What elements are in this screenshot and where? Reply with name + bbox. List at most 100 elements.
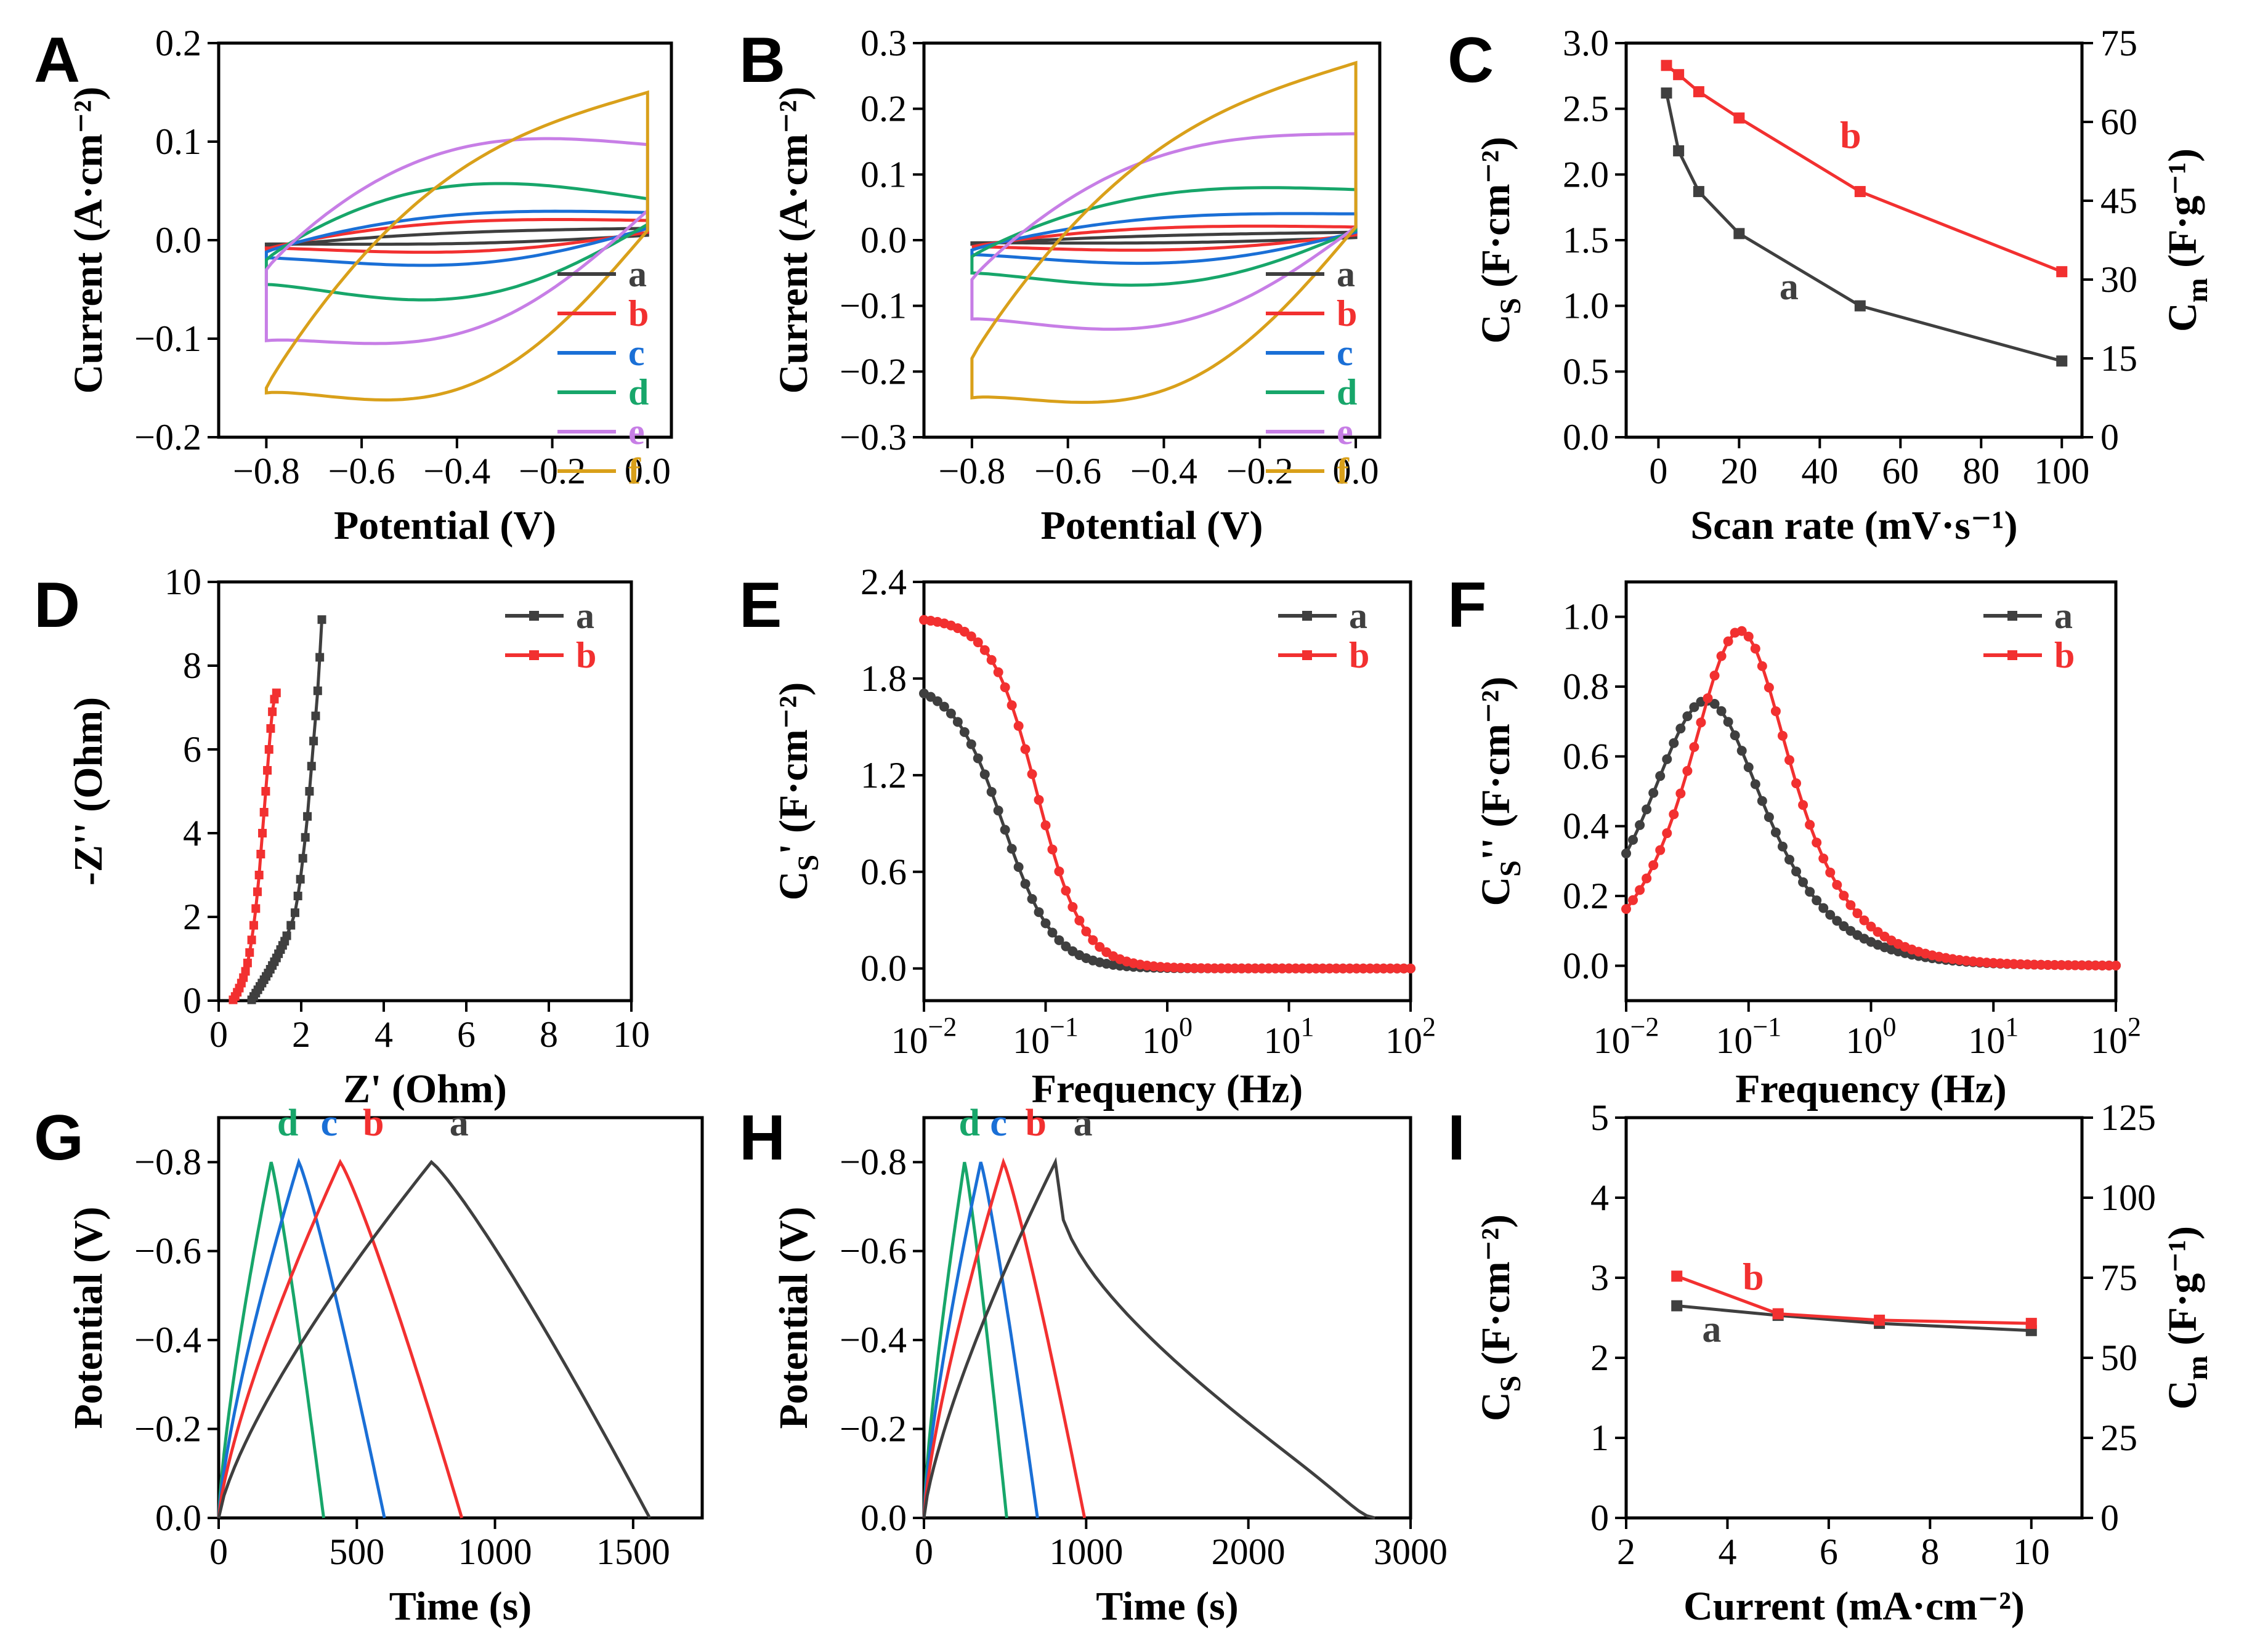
legend-label-b: b xyxy=(576,635,596,676)
legend-label-d: d xyxy=(628,372,649,413)
data-point-a xyxy=(313,686,322,695)
y-tick-label: 2 xyxy=(1590,1337,1609,1378)
data-point-b xyxy=(993,667,1003,677)
legend-label-a: a xyxy=(1349,595,1367,636)
panel-H: 0 1000 2000 3000 0.0 −0.2 −0.4 −0.6 −0.8 Time (s)… xyxy=(739,1102,1448,1629)
y-tick-label: 8 xyxy=(183,645,201,686)
y-axis-label: Current (A·cm⁻²) xyxy=(771,87,816,394)
data-point-b xyxy=(2043,959,2053,970)
y-tick-label: 0.6 xyxy=(861,852,907,892)
legend-label-d: d xyxy=(1337,372,1357,413)
data-point-a xyxy=(1854,300,1866,312)
y-tick-label: 3.0 xyxy=(1563,23,1609,63)
data-point-a xyxy=(939,701,949,712)
data-point-b xyxy=(1277,963,1287,974)
x-tick-label: 500 xyxy=(329,1531,384,1572)
legend-marker-b xyxy=(2007,650,2017,660)
data-point-a xyxy=(1723,717,1733,727)
x-tick-label: 10−1 xyxy=(1013,1012,1079,1061)
data-point-b xyxy=(2025,1318,2037,1329)
data-point-a xyxy=(1777,841,1788,852)
data-point-b xyxy=(1757,661,1767,671)
data-point-a xyxy=(315,653,325,662)
data-point-b xyxy=(1223,963,1233,974)
legend-marker-a xyxy=(529,611,539,621)
data-point-a xyxy=(1635,820,1645,830)
data-point-b xyxy=(266,724,275,733)
data-point-a xyxy=(290,908,299,918)
x-axis-label: Potential (V) xyxy=(334,503,556,548)
panel-G: 0 500 1000 1500 0.0 −0.2 −0.4 −0.6 −0.8 Time (s) P… xyxy=(34,1102,704,1629)
cv-curve-c xyxy=(970,212,1358,265)
data-point-b xyxy=(1764,682,1774,693)
data-point-a xyxy=(303,812,312,821)
y2-tick-label: 0 xyxy=(2100,417,2119,458)
legend-label-b: b xyxy=(1349,635,1369,676)
data-point-b xyxy=(1318,963,1328,974)
y-tick-label: 0.0 xyxy=(861,1498,907,1538)
x-tick-label: 4 xyxy=(1718,1531,1736,1572)
data-point-b xyxy=(1642,873,1652,884)
data-point-b xyxy=(1250,963,1260,974)
x-tick-label: 10 xyxy=(2013,1531,2050,1572)
data-point-b xyxy=(1723,636,1733,647)
data-point-a xyxy=(307,762,316,771)
data-point-b xyxy=(1703,693,1713,703)
data-point-b xyxy=(1081,926,1091,937)
y-tick-label: 0.2 xyxy=(1563,876,1609,916)
data-point-a xyxy=(1832,916,1842,926)
data-point-a xyxy=(1669,738,1679,748)
data-point-a xyxy=(1013,861,1024,872)
gcd-curve-d xyxy=(217,1161,325,1519)
data-point-a xyxy=(959,727,970,737)
y-tick-label: 0.5 xyxy=(1563,351,1609,392)
data-point-b xyxy=(243,958,252,967)
data-point-b xyxy=(1257,963,1267,974)
panel-A: −0.8 −0.6 −0.4 −0.2 0.0−0.2−0.10.00.10.2Pote… xyxy=(34,23,673,548)
data-point-a xyxy=(1764,812,1774,822)
y-axis-label: CS (F·cm⁻²) xyxy=(1473,137,1527,344)
annotation-d: d xyxy=(277,1102,298,1144)
data-point-b xyxy=(2090,960,2100,970)
x-axis-label: Frequency (Hz) xyxy=(1032,1067,1303,1111)
x-tick-label: 10−2 xyxy=(1594,1012,1659,1061)
x-tick-label: 10 xyxy=(613,1014,650,1055)
legend-label-a: a xyxy=(2054,595,2073,636)
data-point-a xyxy=(966,739,976,749)
data-point-a xyxy=(1791,866,1802,877)
data-point-a xyxy=(1730,730,1740,741)
x-tick-label: 100 xyxy=(2034,451,2089,491)
data-point-b xyxy=(241,967,250,976)
y-tick-label: 4 xyxy=(1590,1177,1609,1218)
x-axis-label: Frequency (Hz) xyxy=(1735,1067,2007,1111)
data-point-b xyxy=(1061,886,1071,896)
y-tick-label: 1.0 xyxy=(1563,597,1609,637)
data-point-a xyxy=(309,736,318,746)
y-tick-label: 0.8 xyxy=(1563,666,1609,707)
y-tick-label: −0.1 xyxy=(134,318,201,359)
data-point-b xyxy=(249,921,258,930)
series-line-a xyxy=(1676,1304,2031,1333)
y-tick-label: 0.0 xyxy=(861,220,907,260)
data-point-a xyxy=(946,708,956,719)
data-point-b xyxy=(1406,963,1415,974)
x-tick-label: 1000 xyxy=(1049,1531,1123,1572)
data-point-b xyxy=(251,904,261,913)
panel-label: H xyxy=(739,1102,785,1174)
legend-marker-b xyxy=(529,650,539,660)
data-point-b xyxy=(1006,700,1017,711)
annotation-a: a xyxy=(1702,1309,1721,1350)
data-point-b xyxy=(1673,69,1685,81)
y-tick-label: 2.4 xyxy=(861,562,907,602)
y-tick-label: 0.6 xyxy=(1563,736,1609,777)
series-line-b xyxy=(1676,1275,2031,1325)
data-point-a xyxy=(1818,903,1829,913)
gcd-curve-b xyxy=(922,1157,1087,1519)
y-tick-label: 0.0 xyxy=(1563,417,1609,458)
data-point-b xyxy=(1852,908,1863,919)
x-tick-label: 1000 xyxy=(458,1531,532,1572)
y2-tick-label: 125 xyxy=(2100,1097,2156,1138)
data-point-b xyxy=(1669,809,1679,820)
y-tick-label: 6 xyxy=(183,729,201,770)
y-tick-label: −0.3 xyxy=(840,417,907,458)
